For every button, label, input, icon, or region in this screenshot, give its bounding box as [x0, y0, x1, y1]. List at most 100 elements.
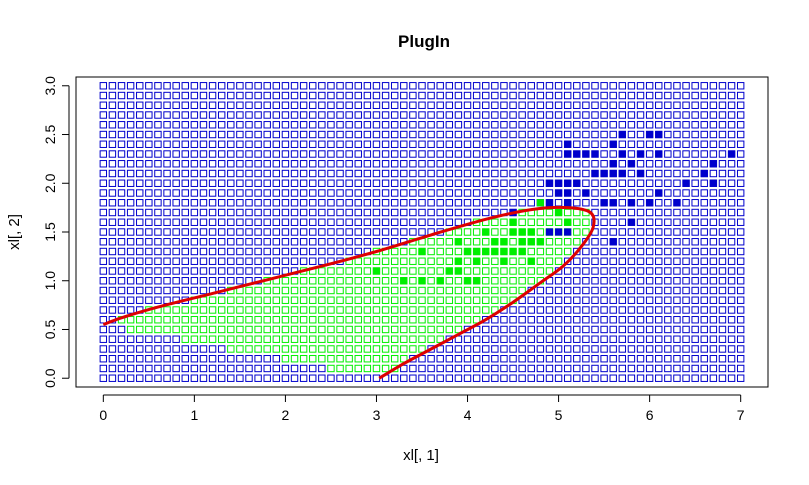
- grid-marker: [245, 267, 253, 275]
- grid-marker: [181, 306, 189, 314]
- grid-marker: [591, 238, 599, 246]
- grid-marker: [309, 199, 317, 207]
- grid-marker: [217, 169, 226, 178]
- grid-marker: [363, 189, 372, 197]
- grid-marker: [445, 296, 454, 304]
- grid-marker: [126, 296, 135, 304]
- grid-marker: [227, 355, 235, 363]
- grid-marker: [436, 189, 444, 197]
- grid-marker: [600, 257, 608, 265]
- grid-marker: [600, 218, 608, 226]
- grid-marker: [536, 169, 545, 178]
- grid-marker: [518, 267, 526, 275]
- grid-marker: [245, 91, 253, 100]
- grid-marker: [445, 374, 454, 382]
- grid-marker: [290, 257, 299, 265]
- grid-marker: [354, 335, 362, 343]
- grid-marker: [445, 316, 454, 324]
- grid-marker: [527, 160, 535, 168]
- grid-marker: [363, 208, 372, 217]
- grid-marker: [136, 150, 144, 158]
- grid-marker: [736, 286, 745, 295]
- grid-marker: [536, 150, 545, 158]
- grid-marker: [627, 296, 636, 304]
- grid-marker: [190, 121, 199, 129]
- grid-marker: [318, 121, 326, 129]
- grid-marker: [154, 179, 162, 187]
- grid-marker: [318, 189, 326, 197]
- grid-marker: [563, 355, 572, 363]
- grid-marker: [691, 257, 699, 265]
- grid-marker: [154, 101, 162, 109]
- grid-marker: [381, 316, 390, 324]
- grid-marker: [645, 374, 654, 382]
- grid-marker: [418, 267, 426, 275]
- grid-marker: [390, 267, 399, 275]
- grid-marker: [527, 364, 535, 373]
- grid-marker: [163, 345, 171, 353]
- grid-marker: [418, 189, 426, 197]
- grid-marker: [491, 286, 499, 295]
- grid-marker: [518, 364, 526, 373]
- grid-marker: [281, 111, 290, 119]
- grid-marker: [108, 257, 117, 265]
- grid-marker: [199, 247, 208, 256]
- grid-marker: [372, 296, 381, 304]
- grid-marker: [554, 82, 563, 90]
- grid-marker: [263, 325, 271, 334]
- grid-marker: [390, 257, 399, 265]
- grid-marker: [463, 179, 472, 187]
- grid-marker: [172, 247, 180, 256]
- grid-marker: [172, 208, 180, 217]
- grid-marker: [99, 121, 108, 129]
- grid-marker: [163, 267, 171, 275]
- grid-marker: [718, 218, 727, 226]
- grid-marker: [227, 277, 235, 285]
- grid-marker: [208, 335, 217, 343]
- grid-marker: [163, 150, 171, 158]
- y-tick-label: 0.0: [42, 368, 58, 388]
- data-point-outside: [591, 169, 599, 178]
- grid-marker: [518, 345, 526, 353]
- grid-marker: [245, 140, 253, 148]
- grid-marker: [736, 218, 745, 226]
- grid-marker: [627, 179, 636, 187]
- grid-marker: [318, 218, 326, 226]
- grid-marker: [354, 101, 362, 109]
- grid-marker: [727, 82, 736, 90]
- grid-marker: [245, 228, 253, 236]
- grid-marker: [354, 179, 362, 187]
- grid-marker: [436, 130, 444, 139]
- grid-marker: [591, 140, 599, 148]
- grid-marker: [600, 130, 608, 139]
- grid-marker: [682, 140, 690, 148]
- grid-marker: [381, 296, 390, 304]
- grid-marker: [400, 228, 408, 236]
- grid-marker: [709, 121, 718, 129]
- grid-markers: [99, 82, 745, 382]
- grid-marker: [573, 238, 581, 246]
- grid-marker: [263, 169, 271, 178]
- data-point-outside: [600, 199, 608, 207]
- grid-marker: [454, 121, 463, 129]
- grid-marker: [664, 189, 672, 197]
- grid-marker: [500, 228, 508, 236]
- grid-marker: [281, 199, 290, 207]
- grid-marker: [154, 277, 162, 285]
- grid-marker: [573, 247, 581, 256]
- grid-marker: [363, 169, 372, 178]
- grid-marker: [600, 121, 608, 129]
- grid-marker: [618, 111, 627, 119]
- grid-marker: [99, 169, 108, 178]
- grid-marker: [263, 286, 271, 295]
- grid-marker: [409, 121, 417, 129]
- grid-marker: [354, 306, 362, 314]
- data-point-inside: [418, 277, 426, 285]
- grid-marker: [309, 140, 317, 148]
- grid-marker: [491, 91, 499, 100]
- grid-marker: [427, 277, 435, 285]
- grid-marker: [436, 218, 444, 226]
- grid-marker: [673, 296, 681, 304]
- grid-marker: [691, 218, 699, 226]
- grid-marker: [618, 267, 627, 275]
